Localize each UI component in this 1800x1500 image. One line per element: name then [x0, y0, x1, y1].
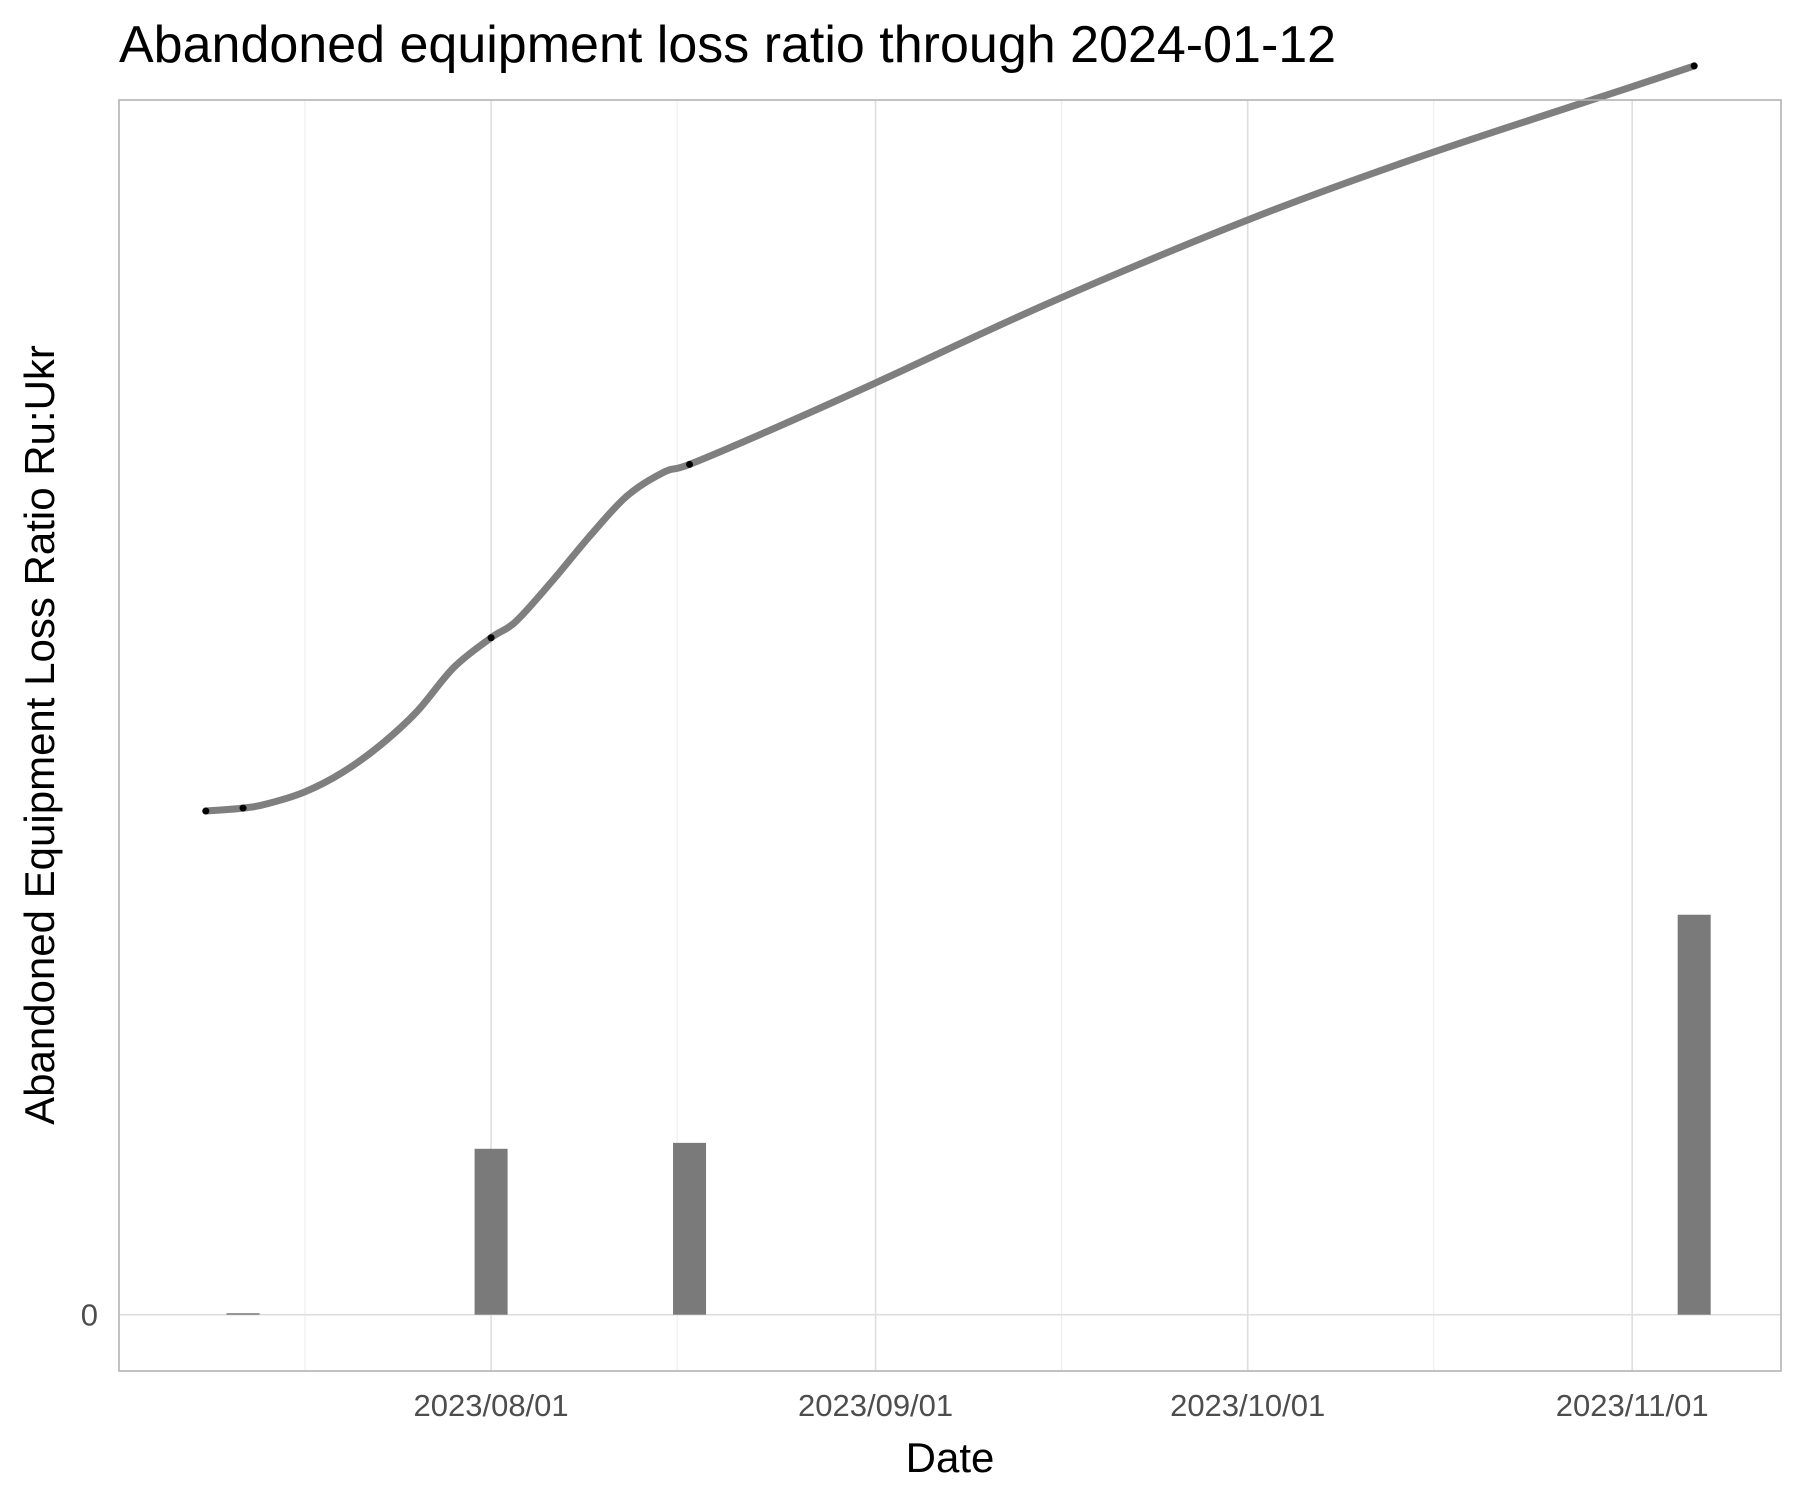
data-point [202, 807, 210, 815]
line-layer [202, 62, 1698, 815]
y-axis-title: Abandoned Equipment Loss Ratio Ru:Ukr [16, 345, 63, 1125]
grid-layer [119, 100, 1781, 1371]
x-tick-labels: 2023/08/01 2023/09/01 2023/10/01 2023/11/01 [414, 1388, 1709, 1423]
x-axis-title: Date [906, 1434, 995, 1481]
trend-line [202, 62, 1698, 815]
bar [673, 1142, 707, 1315]
y-tick-label: 0 [81, 1298, 98, 1333]
data-point [686, 460, 694, 468]
bar [1677, 914, 1711, 1315]
x-tick-label: 2023/10/01 [1170, 1388, 1325, 1423]
data-point [487, 634, 495, 642]
bars-layer [226, 914, 1711, 1315]
x-tick-label: 2023/08/01 [414, 1388, 569, 1423]
data-point [239, 804, 247, 812]
y-tick-labels: 0 [81, 1298, 98, 1333]
bar [226, 1313, 260, 1315]
x-tick-label: 2023/11/01 [1556, 1388, 1709, 1423]
chart-title: Abandoned equipment loss ratio through 2… [119, 16, 1336, 74]
plot-panel-border [118, 99, 1782, 1372]
x-tick-label: 2023/09/01 [798, 1388, 953, 1423]
points-layer [202, 62, 1698, 815]
bar [474, 1148, 508, 1315]
data-point [1690, 62, 1698, 70]
